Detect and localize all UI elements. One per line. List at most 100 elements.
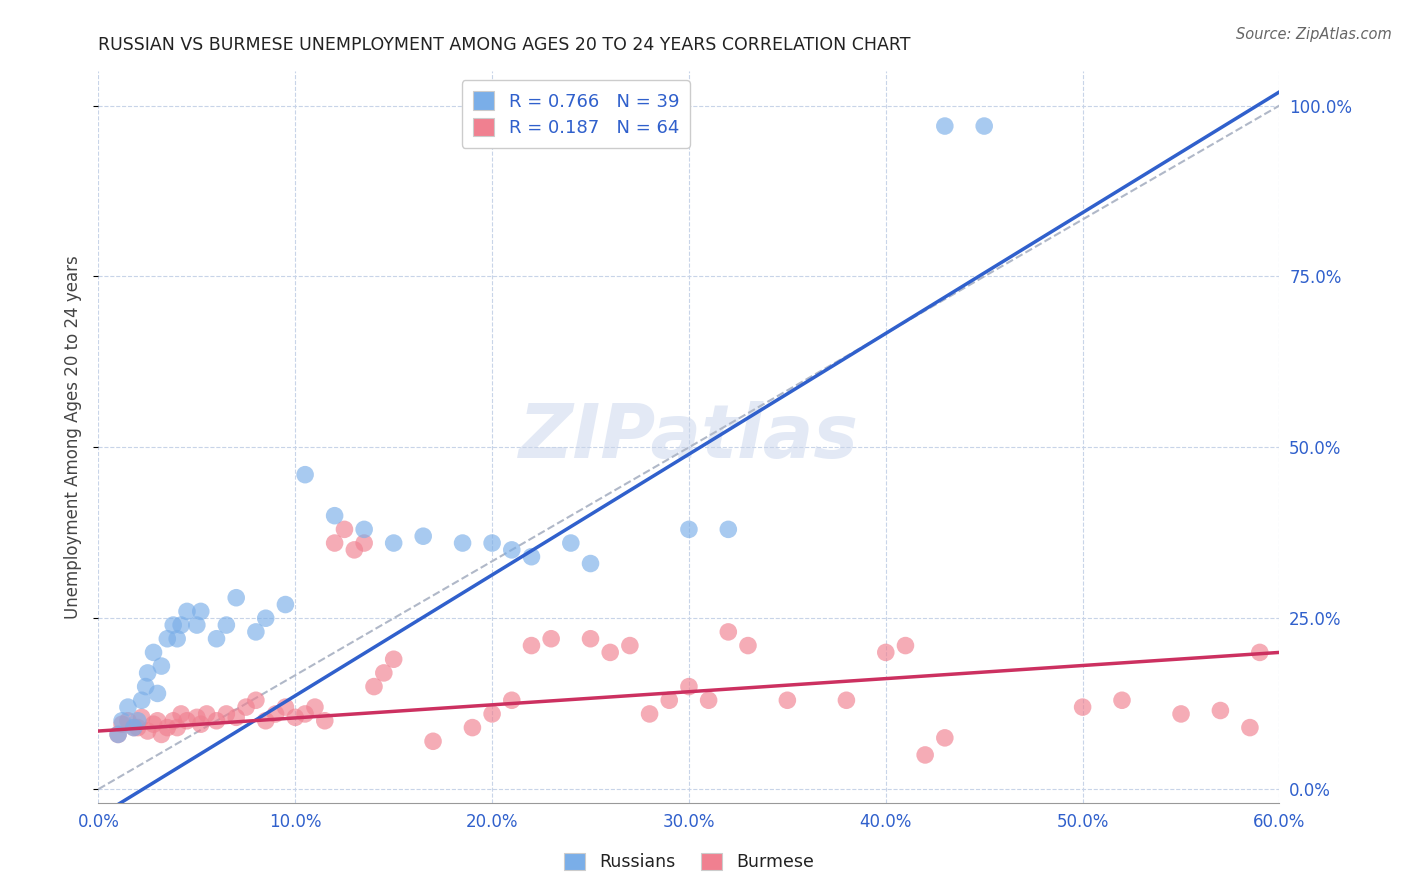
Point — [619, 639, 641, 653]
Point — [107, 727, 129, 741]
Point — [579, 632, 602, 646]
Point — [382, 536, 405, 550]
Point — [894, 639, 917, 653]
Point — [481, 706, 503, 721]
Point — [131, 693, 153, 707]
Point — [245, 693, 267, 707]
Point — [353, 536, 375, 550]
Point — [697, 693, 720, 707]
Point — [186, 618, 208, 632]
Point — [176, 604, 198, 618]
Point — [150, 659, 173, 673]
Point — [254, 714, 277, 728]
Point — [186, 710, 208, 724]
Point — [136, 724, 159, 739]
Point — [107, 727, 129, 741]
Point — [382, 652, 405, 666]
Point — [245, 624, 267, 639]
Point — [122, 721, 145, 735]
Point — [195, 706, 218, 721]
Point — [1239, 721, 1261, 735]
Point — [254, 611, 277, 625]
Point — [142, 717, 165, 731]
Point — [156, 721, 179, 735]
Point — [304, 700, 326, 714]
Point — [363, 680, 385, 694]
Point — [776, 693, 799, 707]
Point — [131, 710, 153, 724]
Point — [274, 598, 297, 612]
Point — [111, 714, 134, 728]
Point — [934, 731, 956, 745]
Point — [1111, 693, 1133, 707]
Point — [333, 522, 356, 536]
Point — [235, 700, 257, 714]
Point — [205, 632, 228, 646]
Point — [170, 706, 193, 721]
Point — [835, 693, 858, 707]
Point — [127, 721, 149, 735]
Point — [1249, 645, 1271, 659]
Text: Source: ZipAtlas.com: Source: ZipAtlas.com — [1236, 27, 1392, 42]
Point — [875, 645, 897, 659]
Point — [501, 542, 523, 557]
Point — [215, 706, 238, 721]
Point — [737, 639, 759, 653]
Point — [190, 604, 212, 618]
Point — [579, 557, 602, 571]
Point — [190, 717, 212, 731]
Point — [973, 119, 995, 133]
Point — [914, 747, 936, 762]
Point — [323, 536, 346, 550]
Point — [314, 714, 336, 728]
Point — [127, 714, 149, 728]
Point — [353, 522, 375, 536]
Point — [136, 665, 159, 680]
Point — [170, 618, 193, 632]
Point — [540, 632, 562, 646]
Point — [166, 632, 188, 646]
Legend: Russians, Burmese: Russians, Burmese — [557, 846, 821, 879]
Point — [150, 727, 173, 741]
Point — [934, 119, 956, 133]
Point — [678, 522, 700, 536]
Point — [1209, 704, 1232, 718]
Point — [225, 591, 247, 605]
Point — [294, 467, 316, 482]
Point — [520, 639, 543, 653]
Point — [412, 529, 434, 543]
Point — [162, 618, 184, 632]
Point — [658, 693, 681, 707]
Point — [520, 549, 543, 564]
Point — [481, 536, 503, 550]
Point — [501, 693, 523, 707]
Point — [284, 710, 307, 724]
Text: RUSSIAN VS BURMESE UNEMPLOYMENT AMONG AGES 20 TO 24 YEARS CORRELATION CHART: RUSSIAN VS BURMESE UNEMPLOYMENT AMONG AG… — [98, 36, 911, 54]
Point — [166, 721, 188, 735]
Point — [156, 632, 179, 646]
Point — [215, 618, 238, 632]
Point — [122, 721, 145, 735]
Point — [274, 700, 297, 714]
Point — [373, 665, 395, 680]
Point — [117, 700, 139, 714]
Point — [451, 536, 474, 550]
Point — [225, 710, 247, 724]
Point — [294, 706, 316, 721]
Point — [343, 542, 366, 557]
Point — [717, 624, 740, 639]
Point — [146, 714, 169, 728]
Point — [176, 714, 198, 728]
Point — [323, 508, 346, 523]
Point — [135, 680, 157, 694]
Point — [422, 734, 444, 748]
Point — [205, 714, 228, 728]
Point — [264, 706, 287, 721]
Text: ZIPatlas: ZIPatlas — [519, 401, 859, 474]
Y-axis label: Unemployment Among Ages 20 to 24 years: Unemployment Among Ages 20 to 24 years — [65, 255, 83, 619]
Point — [162, 714, 184, 728]
Point — [146, 686, 169, 700]
Point — [142, 645, 165, 659]
Point — [1071, 700, 1094, 714]
Point — [461, 721, 484, 735]
